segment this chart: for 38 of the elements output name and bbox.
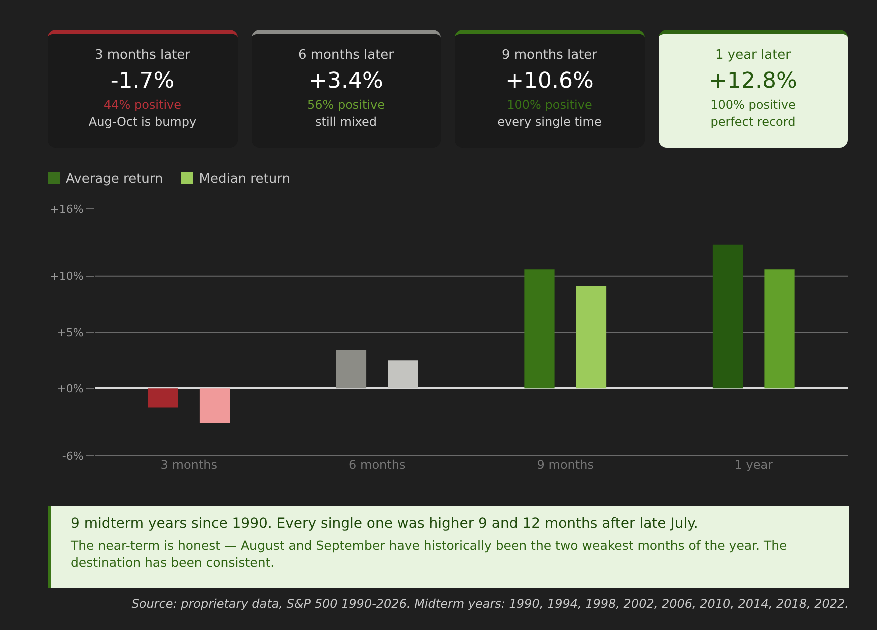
bar xyxy=(388,360,418,389)
text: perfect record xyxy=(710,115,797,129)
text: every single time xyxy=(496,115,603,129)
category-label: 9 months later xyxy=(500,48,599,63)
text: +10.6% xyxy=(506,69,594,94)
bar xyxy=(524,270,555,389)
bar xyxy=(712,244,744,389)
text: 9 midterm years since 1990. Every single one was higher 9 and 12 months after late July. xyxy=(71,516,700,532)
text: still mixed xyxy=(314,115,378,129)
y-tick-label: +10% xyxy=(50,270,84,284)
text: 100% positive xyxy=(710,98,797,112)
source-note: Source: proprietary data, S&P 500 1990-2026. Midterm years: 1990, 1994, 1998, 2002, 2006, 2010, 2014, 2018, 2022. xyxy=(132,597,849,611)
text: 56% positive xyxy=(306,98,386,112)
bar xyxy=(576,286,607,389)
category-label: 6 months later xyxy=(297,48,396,63)
y-tick-label: +16% xyxy=(50,202,84,216)
bar xyxy=(200,388,230,424)
text: Aug-Oct is bumpy xyxy=(88,115,198,129)
legend-label: Average return xyxy=(66,172,164,187)
text: -1.7% xyxy=(110,69,175,94)
bar xyxy=(336,350,367,389)
x-tick-label: 6 months xyxy=(349,458,406,472)
text: +3.4% xyxy=(309,69,384,94)
x-tick-label: 3 months xyxy=(160,458,218,472)
text: +12.8% xyxy=(709,69,798,94)
legend-label: Median return xyxy=(199,172,290,187)
y-tick-label: +0% xyxy=(57,382,84,396)
x-tick-label: 9 months xyxy=(537,458,594,472)
x-tick-label: 1 year xyxy=(734,458,774,472)
bar xyxy=(764,270,795,389)
bar xyxy=(148,388,178,408)
y-tick-label: +5% xyxy=(57,326,84,340)
text: 100% positive xyxy=(506,98,594,112)
category-label: 3 months later xyxy=(94,48,192,63)
y-tick-label: -6% xyxy=(62,450,84,463)
category-label: 1 year later xyxy=(714,48,792,63)
text: The near-term is honest — August and September have historically been the two weakest months of the year. The destination has been consistent. xyxy=(71,537,788,571)
text: 44% positive xyxy=(102,98,183,112)
